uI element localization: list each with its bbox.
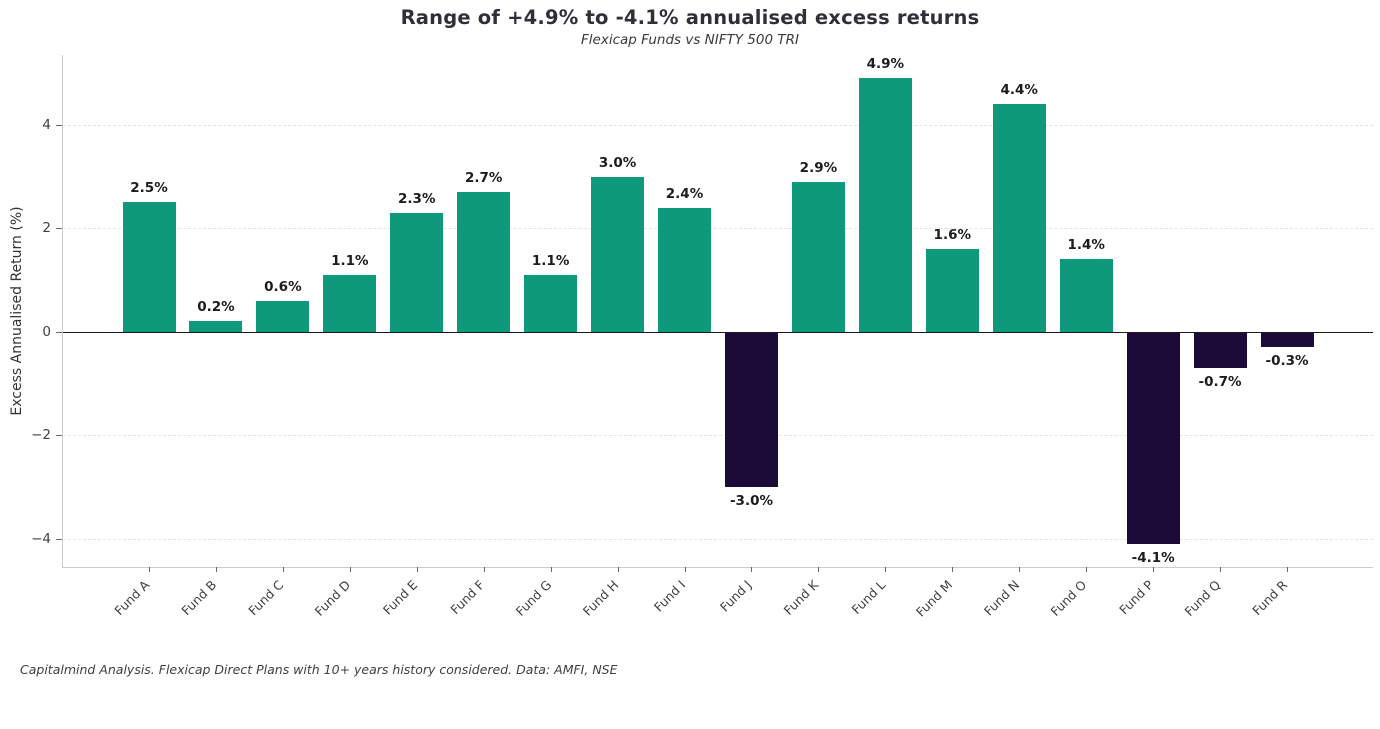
x-tick-mark	[416, 567, 418, 572]
x-tick-mark	[751, 567, 753, 572]
x-tick-mark	[1220, 567, 1222, 572]
bar-value-label: 2.7%	[464, 170, 503, 187]
chart-footnote: Capitalmind Analysis. Flexicap Direct Pl…	[20, 662, 618, 677]
x-tick-label: Fund G	[512, 577, 554, 619]
x-tick-label: Fund A	[111, 577, 153, 619]
bar-value-label: 1.1%	[331, 252, 369, 269]
y-tick-label: 4	[42, 116, 51, 133]
bar-value-label: 1.4%	[1067, 237, 1105, 254]
x-tick-label: Fund M	[913, 577, 956, 620]
x-tick-label: Fund N	[981, 577, 1023, 619]
x-tick-label: Fund H	[579, 577, 621, 619]
bar-value-label: 2.9%	[799, 159, 838, 176]
bar	[390, 212, 444, 332]
x-tick-label: Fund D	[311, 577, 354, 619]
chart-title: Range of +4.9% to -4.1% annualised exces…	[400, 6, 980, 29]
y-axis-label: Excess Annualised Return (%)	[9, 206, 25, 416]
bar	[925, 248, 979, 332]
x-tick-mark	[818, 567, 820, 572]
x-tick-label: Fund L	[848, 577, 889, 617]
y-tick-label: −2	[31, 427, 51, 444]
x-tick-mark	[684, 567, 686, 572]
x-tick-mark	[952, 567, 954, 572]
bar	[189, 321, 243, 332]
bar-value-label: -4.1%	[1131, 549, 1175, 566]
x-tick-label: Fund F	[447, 577, 488, 618]
bar-value-label: -0.7%	[1198, 373, 1242, 390]
bar	[724, 331, 778, 487]
chart-subtitle: Flexicap Funds vs NIFTY 500 TRI	[581, 32, 799, 48]
y-tick-mark	[56, 435, 62, 437]
x-tick-label: Fund J	[717, 577, 755, 615]
bar	[122, 202, 176, 332]
bar	[1126, 331, 1180, 544]
gridline	[63, 538, 1373, 540]
bar-value-label: -3.0%	[729, 492, 773, 509]
x-tick-label: Fund Q	[1181, 577, 1224, 619]
x-tick-mark	[349, 567, 351, 572]
bar	[1059, 259, 1113, 332]
bar	[992, 104, 1046, 332]
bar-value-label: 4.9%	[866, 56, 905, 73]
bar-value-label: 3.0%	[598, 154, 637, 171]
y-tick-mark	[56, 124, 62, 126]
bar-value-label: 2.4%	[665, 185, 704, 202]
x-tick-mark	[617, 567, 619, 572]
bar	[524, 274, 578, 332]
bar-value-label: 2.3%	[398, 190, 436, 207]
bar-value-label: 0.2%	[197, 299, 235, 316]
gridline	[63, 435, 1373, 437]
gridline	[63, 228, 1373, 230]
x-tick-label: Fund O	[1047, 577, 1090, 619]
x-tick-mark	[282, 567, 284, 572]
x-tick-mark	[1153, 567, 1155, 572]
x-tick-mark	[149, 567, 150, 572]
bar	[323, 274, 377, 332]
bar-value-label: -0.3%	[1265, 353, 1309, 370]
y-tick-label: −4	[31, 530, 51, 547]
x-tick-mark	[550, 567, 552, 572]
x-tick-label: Fund B	[178, 577, 220, 619]
x-tick-mark	[1019, 567, 1021, 572]
bar-value-label: 1.6%	[933, 226, 972, 243]
bar	[858, 78, 912, 332]
bar	[1193, 331, 1247, 368]
y-tick-mark	[56, 228, 62, 230]
x-tick-label: Fund I	[650, 577, 688, 615]
x-tick-mark	[215, 567, 217, 572]
plot-area: 4 2 0 −2 −4 2.5% 0.2% 0.6% 1.1% 2.3% 2.7% 1.1% 3.0% 2…	[31, 55, 1373, 620]
x-tick-label: Fund E	[379, 577, 421, 618]
bar	[791, 181, 845, 332]
bar-value-label: 1.1%	[531, 252, 570, 269]
gridline	[63, 124, 1373, 126]
x-tick-label: Fund P	[1116, 577, 1157, 618]
x-tick-label: Fund C	[245, 577, 287, 619]
x-tick-mark	[483, 567, 485, 572]
bar	[658, 207, 712, 332]
y-tick-mark	[56, 331, 62, 333]
y-tick-label: 2	[42, 220, 51, 237]
x-tick-mark	[1287, 567, 1288, 572]
bar	[457, 192, 511, 332]
bar	[256, 300, 310, 332]
bar	[1260, 331, 1314, 348]
x-tick-mark	[885, 567, 887, 572]
x-tick-mark	[1086, 567, 1088, 572]
x-tick-label: Fund K	[781, 577, 822, 618]
chart-figure: Range of +4.9% to -4.1% annualised exces…	[9, 6, 1373, 677]
bar	[591, 176, 645, 332]
bar-value-label: 0.6%	[264, 278, 302, 295]
y-tick-mark	[56, 538, 62, 540]
x-tick-label: Fund R	[1249, 577, 1291, 619]
zero-line	[63, 331, 1373, 333]
bar-value-label: 2.5%	[130, 180, 168, 197]
bar-value-label: 4.4%	[1000, 82, 1038, 99]
y-tick-label: 0	[42, 323, 51, 340]
